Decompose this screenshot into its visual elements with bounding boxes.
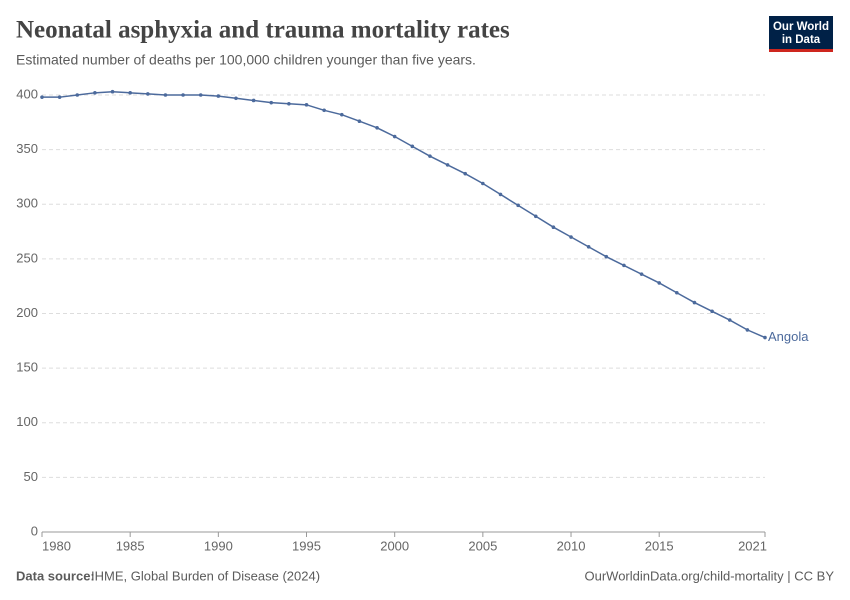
y-tick-label: 200 [16, 305, 38, 320]
y-tick-label: 300 [16, 196, 38, 211]
point [128, 91, 132, 95]
point [251, 98, 256, 103]
source: IHME, Global Burden of Disease (2024) [91, 568, 320, 583]
point [445, 163, 450, 167]
logo-text: Our World [773, 21, 829, 33]
point [216, 94, 221, 98]
x-tick-label: 1990 [204, 538, 233, 553]
point [710, 309, 714, 314]
y-tick-label: 0 [31, 523, 38, 538]
footer-right: OurWorldinData.org/child-mortality | CC … [585, 568, 835, 583]
point [622, 263, 626, 268]
point [198, 93, 203, 97]
point [410, 144, 415, 149]
y-tick-label: 100 [16, 414, 38, 429]
point [745, 328, 750, 332]
logo-box [769, 16, 833, 52]
point [692, 300, 697, 305]
point [93, 91, 97, 95]
point [163, 93, 168, 97]
logo-stripe [769, 49, 833, 52]
point [586, 245, 591, 249]
y-tick-label: 50 [24, 469, 38, 484]
y-tick-label: 400 [16, 86, 38, 101]
x-tick-label: 1980 [42, 538, 71, 553]
point [339, 112, 344, 117]
point [516, 203, 520, 208]
line [42, 90, 766, 339]
point [639, 272, 644, 276]
x-tick-label: 2015 [645, 538, 674, 553]
y-tick-label: 250 [16, 250, 38, 265]
logo-text: in Data [782, 34, 821, 46]
source-label: Data source: [16, 568, 95, 583]
point [569, 235, 573, 239]
point [146, 92, 150, 96]
logo: Our World in Data [769, 16, 833, 52]
point [392, 134, 397, 139]
point [463, 171, 468, 176]
x-tick-label: 1985 [116, 538, 145, 553]
point [322, 108, 326, 113]
point [481, 181, 485, 186]
point [727, 318, 732, 322]
point [269, 100, 274, 105]
point [428, 154, 432, 158]
point [498, 192, 503, 197]
point [287, 101, 291, 106]
chart-title: Neonatal asphyxia and trauma mortality r… [16, 17, 510, 44]
point [181, 93, 185, 97]
x-tick-label: 2021 [738, 538, 767, 553]
point [110, 89, 115, 94]
point [657, 281, 661, 285]
x-tick-label: 2000 [380, 538, 409, 553]
point [40, 95, 44, 99]
point [57, 95, 62, 99]
point [675, 290, 679, 295]
point [375, 125, 379, 130]
point [533, 214, 538, 219]
chart-subtitle: Estimated number of deaths per 100,000 c… [16, 52, 476, 68]
point [234, 96, 238, 101]
point [75, 93, 80, 97]
point [551, 225, 556, 229]
point [763, 335, 767, 340]
point [604, 254, 609, 259]
y-tick-label: 350 [16, 141, 38, 156]
series-label: Angola [768, 329, 809, 344]
point [357, 119, 362, 124]
y-tick-label: 150 [16, 360, 38, 375]
x-tick-label: 1995 [292, 538, 321, 553]
point [304, 103, 309, 107]
x-tick-label: 2010 [557, 538, 586, 553]
x-tick-label: 2005 [468, 538, 497, 553]
